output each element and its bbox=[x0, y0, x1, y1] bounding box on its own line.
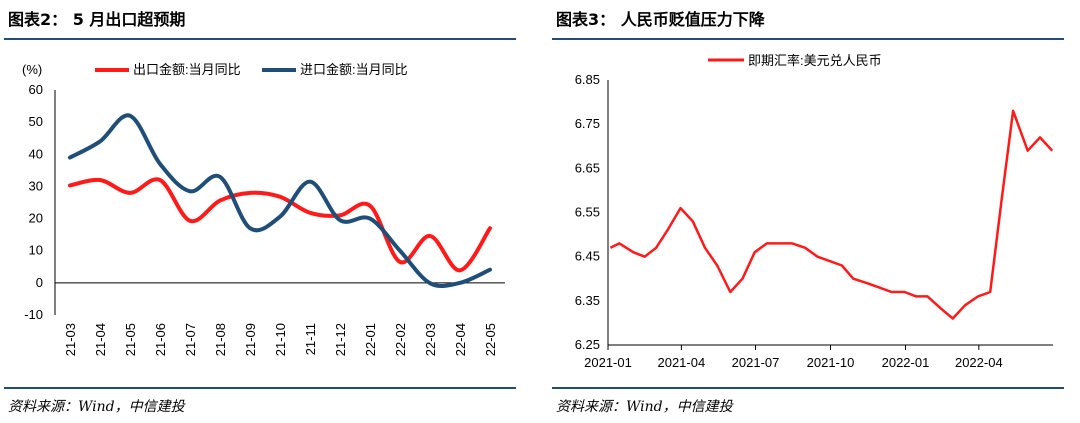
y-tick-label: 6.35 bbox=[575, 293, 600, 308]
legend-label: 即期汇率:美元兑人民币 bbox=[748, 53, 882, 68]
figure-title: 图表2： 5 月出口超预期 bbox=[8, 10, 186, 29]
y-tick-label: 20 bbox=[29, 211, 43, 226]
x-tick-label: 2022-04 bbox=[955, 355, 1003, 370]
usd-cny-spot-rate-chart: 6.25 6.35 6.45 6.55 6.65 6.75 6.85 2021-01 2021-… bbox=[575, 53, 1054, 370]
top-rule bbox=[4, 38, 516, 40]
x-tick-label: 21-06 bbox=[153, 323, 168, 356]
x-tick-label: 2022-01 bbox=[882, 355, 930, 370]
x-tick-label: 2021-07 bbox=[732, 355, 780, 370]
x-tick-label: 2021-04 bbox=[657, 355, 705, 370]
source-note: 资料来源：Wind，中信建投 bbox=[8, 399, 185, 415]
x-tick-label: 21-03 bbox=[63, 323, 78, 356]
y-tick-label: 60 bbox=[29, 82, 43, 97]
y-unit-label: (%) bbox=[22, 62, 42, 77]
y-tick-label: 10 bbox=[29, 243, 43, 258]
x-tick-label: 22-01 bbox=[363, 323, 378, 356]
x-tick-label: 21-11 bbox=[303, 323, 318, 355]
x-tick-label: 22-04 bbox=[453, 323, 468, 356]
x-tick-label: 21-08 bbox=[213, 323, 228, 356]
bottom-rule bbox=[4, 387, 516, 389]
export-growth-panel: 图表2： 5 月出口超预期 (%) -10 0 10 20 30 40 50 60 21-03 21… bbox=[0, 0, 520, 423]
export-import-growth-chart: (%) -10 0 10 20 30 40 50 60 21-03 21-04 21-05 21-06 2… bbox=[22, 62, 505, 356]
x-tick-label: 2021-01 bbox=[584, 355, 632, 370]
x-tick-label: 21-07 bbox=[183, 323, 198, 356]
source-note: 资料来源：Wind，中信建投 bbox=[556, 399, 733, 415]
bottom-rule bbox=[552, 387, 1064, 389]
y-tick-label: 6.25 bbox=[575, 337, 600, 352]
figure-title: 图表3： 人民币贬值压力下降 bbox=[556, 10, 765, 29]
y-tick-label: 6.65 bbox=[575, 160, 600, 175]
x-tick-label: 2021-10 bbox=[807, 355, 855, 370]
series-line-usd-cny bbox=[609, 109, 1054, 320]
series-line-1 bbox=[68, 177, 492, 273]
top-rule bbox=[552, 38, 1064, 40]
legend-label: 进口金额:当月同比 bbox=[300, 62, 408, 77]
y-tick-label: 40 bbox=[29, 146, 43, 161]
x-tick-label: 22-05 bbox=[483, 323, 498, 356]
exchange-rate-panel: 图表3： 人民币贬值压力下降 6.25 6.35 6.45 6.55 6.65 6.75 6… bbox=[548, 0, 1068, 423]
x-tick-label: 21-05 bbox=[123, 323, 138, 356]
x-tick-label: 22-02 bbox=[393, 323, 408, 356]
y-tick-label: 30 bbox=[29, 178, 43, 193]
x-tick-label: 22-03 bbox=[423, 323, 438, 356]
y-tick-label: 6.75 bbox=[575, 116, 600, 131]
x-tick-label: 21-10 bbox=[273, 323, 288, 356]
legend-label: 出口金额:当月同比 bbox=[133, 62, 241, 77]
y-tick-label: -10 bbox=[24, 307, 43, 322]
y-tick-label: 6.45 bbox=[575, 249, 600, 264]
y-tick-label: 6.55 bbox=[575, 205, 600, 220]
x-tick-label: 21-09 bbox=[243, 323, 258, 356]
y-tick-label: 0 bbox=[36, 275, 43, 290]
series-line-2 bbox=[68, 113, 492, 289]
y-tick-label: 6.85 bbox=[575, 72, 600, 87]
x-tick-label: 21-04 bbox=[93, 323, 108, 356]
y-tick-label: 50 bbox=[29, 114, 43, 129]
x-tick-label: 21-12 bbox=[333, 323, 348, 356]
